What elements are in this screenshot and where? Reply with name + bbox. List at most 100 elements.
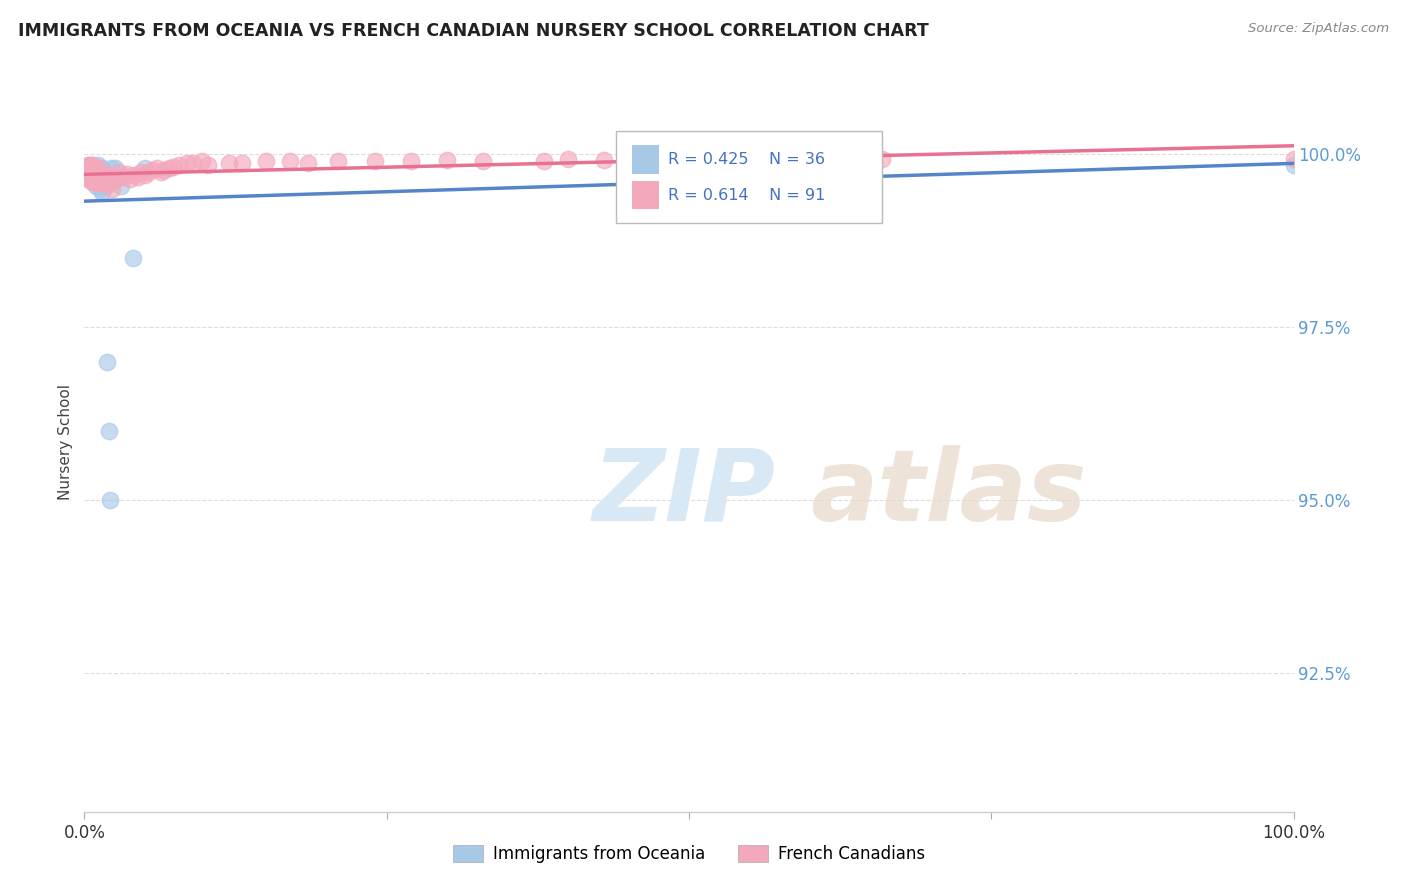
Point: [83, 168, 105, 182]
Point: [557, 153, 579, 167]
Point: [77, 171, 100, 186]
Text: atlas: atlas: [810, 445, 1087, 541]
Point: [100, 175, 122, 189]
Point: [80, 171, 103, 186]
Point: [98, 174, 121, 188]
Point: [630, 153, 652, 167]
Point: [84, 167, 107, 181]
Point: [83, 160, 105, 174]
Point: [86, 175, 108, 189]
Point: [83, 164, 105, 178]
Text: R = 0.614    N = 91: R = 0.614 N = 91: [668, 187, 825, 202]
Point: [665, 153, 688, 167]
Point: [149, 164, 172, 178]
Point: [112, 169, 135, 184]
Point: [87, 161, 110, 176]
Point: [101, 182, 124, 196]
Point: [82, 162, 104, 177]
Point: [181, 155, 204, 169]
Point: [127, 169, 149, 184]
Point: [91, 186, 114, 200]
Point: [89, 175, 111, 189]
Point: [87, 164, 110, 178]
Point: [86, 161, 108, 176]
Point: [162, 160, 184, 174]
Point: [91, 169, 114, 184]
Point: [96, 355, 118, 369]
Point: [254, 154, 277, 169]
Point: [90, 168, 112, 182]
Point: [786, 153, 808, 167]
Point: [94, 178, 117, 193]
FancyBboxPatch shape: [633, 181, 659, 209]
Point: [79, 158, 101, 172]
Point: [97, 177, 120, 191]
Point: [90, 171, 112, 186]
Point: [872, 153, 894, 167]
Point: [82, 175, 104, 189]
Point: [738, 153, 761, 167]
Point: [79, 164, 101, 178]
Point: [77, 158, 100, 172]
Point: [129, 164, 152, 178]
Point: [122, 168, 145, 182]
Point: [89, 175, 111, 189]
Point: [363, 154, 385, 169]
Point: [702, 153, 724, 167]
Legend: Immigrants from Oceania, French Canadians: Immigrants from Oceania, French Canadian…: [446, 838, 932, 870]
Point: [197, 158, 219, 172]
Point: [82, 161, 104, 176]
Point: [328, 154, 350, 169]
Point: [762, 153, 785, 167]
Point: [1282, 158, 1305, 172]
Point: [82, 168, 104, 182]
Point: [231, 155, 253, 169]
Point: [108, 164, 131, 178]
Point: [77, 158, 100, 172]
Point: [82, 168, 104, 182]
Point: [84, 175, 107, 189]
Point: [87, 171, 110, 186]
Point: [218, 155, 240, 169]
Point: [86, 178, 108, 193]
Point: [86, 171, 108, 186]
Text: ZIP: ZIP: [592, 445, 775, 541]
Point: [94, 175, 117, 189]
Point: [103, 169, 125, 184]
Point: [82, 158, 104, 172]
Point: [80, 158, 103, 172]
Point: [86, 164, 108, 178]
Text: IMMIGRANTS FROM OCEANIA VS FRENCH CANADIAN NURSERY SCHOOL CORRELATION CHART: IMMIGRANTS FROM OCEANIA VS FRENCH CANADI…: [18, 22, 929, 40]
Point: [96, 174, 118, 188]
Point: [399, 154, 422, 169]
Point: [115, 167, 138, 181]
Point: [86, 158, 108, 172]
Point: [1282, 153, 1305, 167]
Point: [93, 168, 115, 182]
Point: [94, 169, 117, 184]
Point: [146, 161, 169, 176]
Point: [93, 167, 115, 181]
Point: [436, 153, 458, 167]
Point: [83, 171, 105, 186]
Point: [86, 177, 108, 191]
Point: [77, 161, 100, 176]
Point: [134, 161, 156, 176]
Point: [593, 153, 616, 167]
Point: [859, 158, 882, 172]
Point: [84, 161, 107, 176]
Text: R = 0.425    N = 36: R = 0.425 N = 36: [668, 152, 825, 167]
Point: [811, 153, 834, 167]
Point: [94, 167, 117, 181]
Point: [134, 168, 156, 182]
Point: [278, 154, 301, 169]
Point: [157, 161, 180, 176]
FancyBboxPatch shape: [633, 145, 659, 174]
Text: Source: ZipAtlas.com: Source: ZipAtlas.com: [1249, 22, 1389, 36]
Point: [86, 164, 108, 178]
Point: [82, 169, 104, 184]
Point: [176, 155, 198, 169]
Point: [80, 161, 103, 176]
Point: [77, 168, 100, 182]
Point: [89, 182, 111, 196]
